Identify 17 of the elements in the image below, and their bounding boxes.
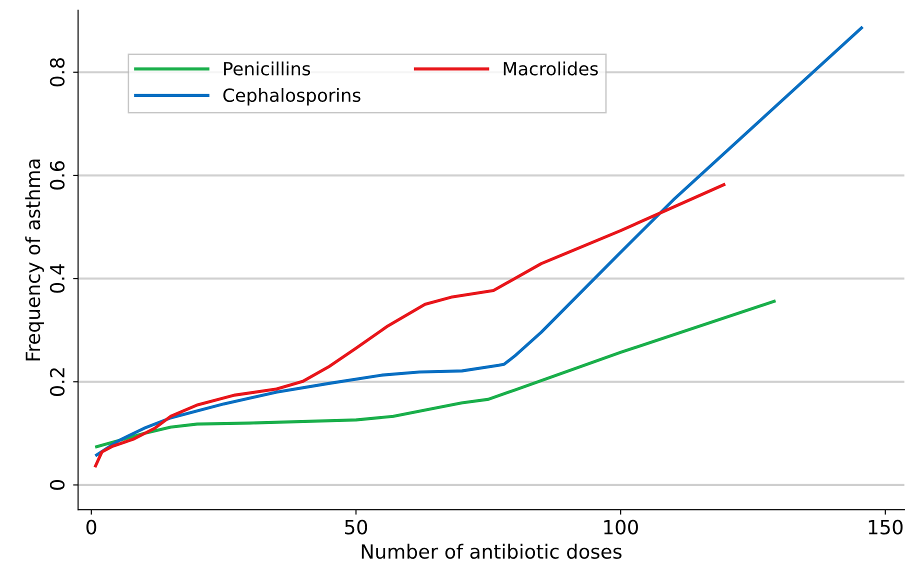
line-series	[94, 183, 726, 468]
line-series	[95, 26, 864, 457]
y-tick-label: 0.4	[50, 264, 65, 293]
legend-label: Cephalosporins	[223, 88, 360, 106]
y-tick-label: 0.2	[50, 368, 65, 396]
y-axis-title: Frequency of asthma	[25, 160, 44, 360]
legend-label: Penicillins	[224, 62, 310, 76]
y-tick-label: 0	[50, 480, 65, 490]
line-series	[95, 300, 776, 448]
legend-label: Macrolides	[504, 62, 598, 76]
x-tick-label: 150	[868, 520, 903, 534]
x-tick-label: 100	[604, 520, 638, 534]
y-tick-label: 0.6	[50, 161, 65, 190]
x-axis-title: Number of antibiotic doses	[362, 544, 622, 559]
y-tick-label: 0.8	[50, 58, 65, 86]
x-tick-label: 0	[86, 520, 96, 534]
x-tick-label: 50	[345, 520, 368, 534]
